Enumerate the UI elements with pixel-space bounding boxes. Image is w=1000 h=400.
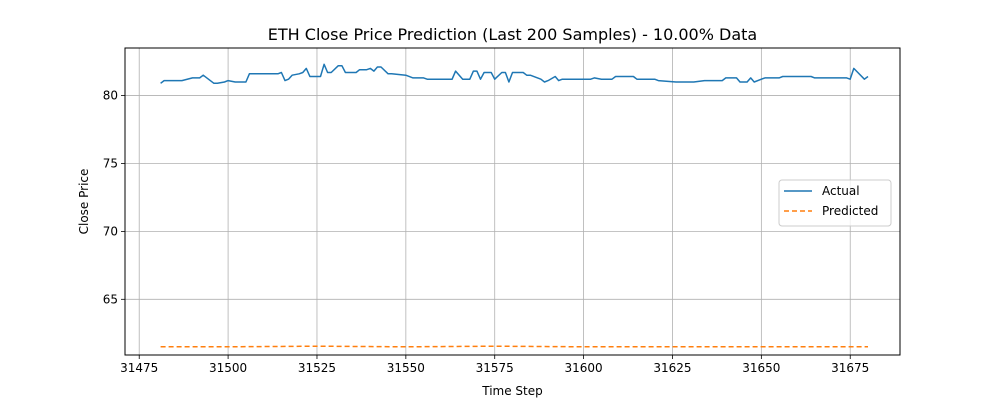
x-tick-label: 31500 (209, 361, 247, 375)
y-tick-label: 65 (103, 292, 118, 306)
x-tick-label: 31600 (565, 361, 603, 375)
legend-label-predicted: Predicted (822, 204, 878, 218)
chart-title: ETH Close Price Prediction (Last 200 Sam… (268, 25, 757, 44)
plot-frame (124, 47, 901, 356)
y-tick-label: 70 (103, 224, 118, 238)
legend-label-actual: Actual (822, 184, 860, 198)
y-axis-label: Close Price (77, 169, 91, 235)
y-tick-label: 75 (103, 156, 118, 170)
x-tick-label: 31550 (387, 361, 425, 375)
x-tick-label: 31625 (653, 361, 691, 375)
grid (125, 48, 900, 355)
x-tick-label: 31475 (120, 361, 158, 375)
ticks: 31475 31500 31525 31550 31575 31600 31625 31650… (103, 89, 870, 375)
x-tick-label: 31675 (831, 361, 869, 375)
x-axis-label: Time Step (481, 384, 543, 398)
legend: Actual Predicted (778, 179, 892, 227)
series-line-predicted (160, 345, 868, 348)
x-tick-label: 31525 (298, 361, 336, 375)
series-layer (160, 63, 869, 348)
x-tick-label: 31575 (476, 361, 514, 375)
series-line-actual (160, 63, 869, 85)
x-tick-label: 31650 (742, 361, 780, 375)
y-tick-label: 80 (103, 89, 118, 103)
